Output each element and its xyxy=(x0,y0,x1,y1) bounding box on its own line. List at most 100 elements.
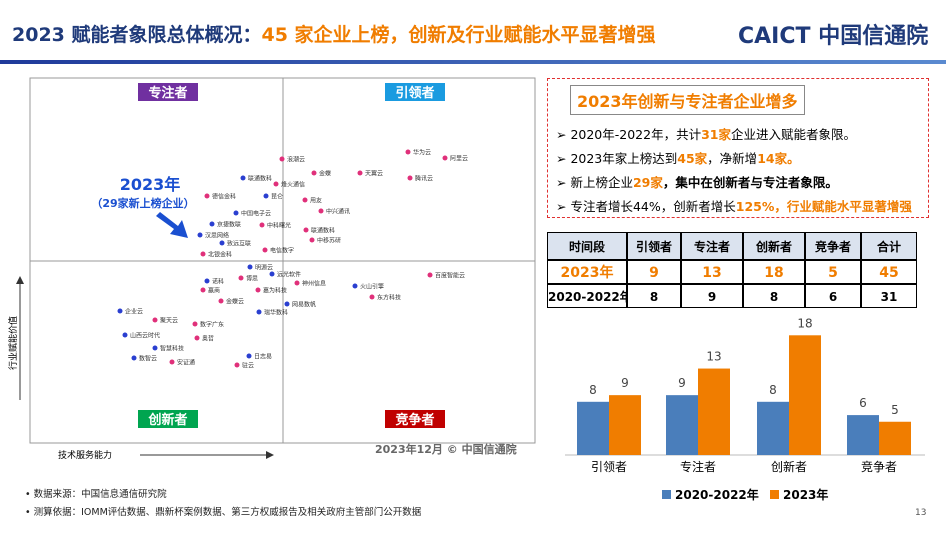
company-label: 浪潮云 xyxy=(287,156,305,164)
company-dot xyxy=(262,247,268,253)
arrowhead xyxy=(266,451,274,459)
table-cell: 6 xyxy=(805,284,861,308)
company-dot xyxy=(427,272,433,278)
company-dot xyxy=(279,156,285,162)
company-label: 中科曙光 xyxy=(267,222,291,230)
table-cell: 时间段 xyxy=(547,232,627,260)
company-dot xyxy=(200,287,206,293)
quadrant-label: 竞争者 xyxy=(395,412,434,428)
company-label: 东方科技 xyxy=(377,294,401,302)
company-label: 致远互联 xyxy=(227,240,251,248)
company-label: 联通数科 xyxy=(311,227,335,235)
company-dot xyxy=(117,308,123,314)
table-cell: 8 xyxy=(627,284,681,308)
company-label: 安证通 xyxy=(177,359,195,367)
company-label: 驻云 xyxy=(242,362,254,370)
quadrant-label: 专注者 xyxy=(148,85,187,101)
company-label: 中兴通讯 xyxy=(326,208,350,216)
logo-a: CAICT xyxy=(738,24,811,49)
company-dot xyxy=(152,317,158,323)
bullet-text: 29家 xyxy=(632,175,663,190)
company-dot xyxy=(407,175,413,181)
company-label: 电信数字 xyxy=(270,247,294,255)
company-label: 数智云 xyxy=(139,355,157,363)
company-dot xyxy=(192,321,198,327)
company-dot xyxy=(218,298,224,304)
company-dot xyxy=(302,197,308,203)
table-cell: 引领者 xyxy=(627,232,681,260)
company-dot xyxy=(318,208,324,214)
company-label: 天翼云 xyxy=(365,171,383,178)
bullet: ➢ 2023年家上榜达到45家，净新增14家。 xyxy=(556,151,800,166)
company-dot xyxy=(200,251,206,257)
company-label: 中移苏研 xyxy=(317,237,341,245)
page-number: 13 xyxy=(915,508,927,518)
company-dot xyxy=(194,335,200,341)
company-dot xyxy=(246,353,252,359)
company-dot xyxy=(352,283,358,289)
bullet-text: ，集中在创新者与专注者象限。 xyxy=(662,175,838,190)
company-label: 北银金科 xyxy=(208,251,232,259)
company-dot xyxy=(122,332,128,338)
company-label: 昆仑 xyxy=(271,193,283,201)
company-label: 烽火通信 xyxy=(281,181,305,189)
bullet-text: 2020年-2022年，共计 xyxy=(570,127,702,142)
company-dot xyxy=(303,227,309,233)
company-label: 瑞华数科 xyxy=(264,309,288,317)
company-label: 网易数帆 xyxy=(292,301,316,309)
company-dot xyxy=(255,287,261,293)
company-dot xyxy=(204,193,210,199)
company-dot xyxy=(233,210,239,216)
table-cell: 18 xyxy=(743,260,805,284)
table-cell: 13 xyxy=(681,260,743,284)
summary-title: 2023年创新与专注者企业增多 xyxy=(570,85,805,115)
company-dot xyxy=(405,149,411,155)
footnote: • 测算依据：IOMM评估数据、鼎新杯案例数据、第三方权威报告及相关政府主管部门… xyxy=(25,507,422,518)
bullet: ➢ 专注者增长44%，创新者增长125%，行业赋能水平显著增强 xyxy=(556,199,912,214)
footnote-text: 测算依据：IOMM评估数据、鼎新杯案例数据、第三方权威报告及相关政府主管部门公开… xyxy=(33,507,422,518)
table-cell: 专注者 xyxy=(681,232,743,260)
table-cell: 2023年 xyxy=(547,260,627,284)
bullet-text: 新上榜企业 xyxy=(570,175,633,190)
company-label: 火山引擎 xyxy=(360,283,384,291)
footnote-text: 数据来源：中国信息通信研究院 xyxy=(33,489,167,500)
company-label: 德信金科 xyxy=(212,193,236,201)
company-dot xyxy=(209,221,215,227)
table-cell: 竞争者 xyxy=(805,232,861,260)
company-label: 神州信息 xyxy=(302,280,326,288)
company-dot xyxy=(273,181,279,187)
company-dot xyxy=(240,175,246,181)
company-dot xyxy=(259,222,265,228)
bullet: ➢ 2020年-2022年，共计31家企业进入赋能者象限。 xyxy=(556,127,857,142)
company-dot xyxy=(197,232,203,238)
quadrant-label: 引领者 xyxy=(395,85,434,101)
company-label: 智慧科技 xyxy=(160,345,184,353)
table-cell: 合计 xyxy=(861,232,917,260)
company-dot xyxy=(152,345,158,351)
company-dot xyxy=(369,294,375,300)
company-label: 阿里云 xyxy=(450,155,468,163)
company-label: 日志易 xyxy=(254,353,272,361)
logo-b: 中国信通院 xyxy=(818,24,929,49)
company-label: 聚天云 xyxy=(160,318,178,325)
company-dot xyxy=(131,355,137,361)
bullet-text: 企业进入赋能者象限。 xyxy=(731,127,857,142)
bullet-text: 125% xyxy=(735,199,775,214)
table-cell: 9 xyxy=(627,260,681,284)
stamp: 2023年12月 © 中国信通院 xyxy=(375,442,517,456)
company-label: 远光软件 xyxy=(277,271,301,279)
table-cell: 5 xyxy=(805,260,861,284)
company-label: 京捷数联 xyxy=(217,221,241,229)
company-label: 奥哲 xyxy=(202,335,214,343)
y-axis-label: 行业赋能价值 xyxy=(7,316,19,370)
bullet-text: 2023年家上榜达到 xyxy=(570,151,678,166)
table-cell: 8 xyxy=(743,284,805,308)
company-label: 嘉为科技 xyxy=(263,287,287,295)
company-label: 金蝶云 xyxy=(226,298,244,306)
company-dot xyxy=(357,170,363,176)
company-label: 企业云 xyxy=(125,308,143,316)
company-label: 诺科 xyxy=(212,278,224,286)
company-dot xyxy=(256,309,262,315)
